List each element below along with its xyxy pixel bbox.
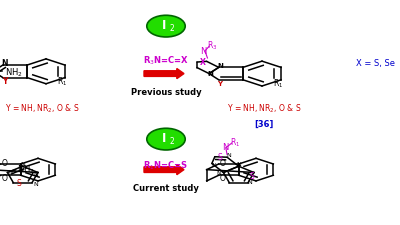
Text: Y = NH, NR$_2$, O & S: Y = NH, NR$_2$, O & S: [5, 102, 79, 114]
Text: N: N: [33, 182, 38, 187]
Text: N: N: [2, 59, 8, 68]
Text: R$_1$: R$_1$: [57, 75, 67, 88]
Text: R$_3$: R$_3$: [207, 39, 218, 52]
Text: Y: Y: [2, 76, 8, 85]
Text: 2: 2: [169, 24, 174, 33]
Text: N: N: [20, 161, 25, 166]
Text: N: N: [208, 71, 214, 77]
Text: X: X: [200, 58, 206, 67]
Text: Y = NH, NR$_2$, O & S: Y = NH, NR$_2$, O & S: [227, 102, 301, 114]
Text: I: I: [162, 19, 166, 32]
Text: O: O: [2, 173, 8, 182]
Text: N: N: [236, 161, 241, 166]
Text: S: S: [250, 171, 254, 180]
Text: [36]: [36]: [254, 119, 274, 128]
Text: S: S: [217, 152, 222, 161]
Text: R$_1$N=C=S: R$_1$N=C=S: [144, 159, 188, 172]
Text: Current study: Current study: [133, 183, 199, 192]
Text: N: N: [222, 142, 228, 151]
Text: Y: Y: [218, 80, 222, 86]
FancyArrow shape: [144, 165, 184, 175]
Text: O: O: [2, 158, 8, 167]
Text: R$_3$N=C=X: R$_3$N=C=X: [143, 54, 189, 67]
Text: R$_1$: R$_1$: [273, 78, 283, 90]
Text: N: N: [217, 63, 223, 69]
Text: N: N: [248, 179, 252, 184]
Text: N: N: [216, 170, 221, 175]
Text: O: O: [220, 158, 226, 167]
Text: R$_1$: R$_1$: [230, 135, 240, 148]
Text: I: I: [162, 132, 166, 145]
Text: S: S: [17, 178, 22, 187]
Text: N: N: [212, 162, 216, 167]
Circle shape: [147, 129, 185, 150]
Text: N: N: [8, 169, 13, 174]
Text: N: N: [33, 172, 38, 177]
Text: N: N: [200, 46, 207, 55]
FancyArrow shape: [144, 69, 184, 79]
Circle shape: [147, 16, 185, 38]
Text: NH$_2$: NH$_2$: [5, 66, 23, 78]
Text: 2: 2: [169, 137, 174, 146]
Text: Previous study: Previous study: [131, 88, 201, 97]
Text: N: N: [227, 153, 232, 158]
Text: X = S, Se: X = S, Se: [356, 58, 396, 68]
Text: O: O: [220, 173, 226, 182]
Text: NH$_2$: NH$_2$: [18, 163, 35, 176]
